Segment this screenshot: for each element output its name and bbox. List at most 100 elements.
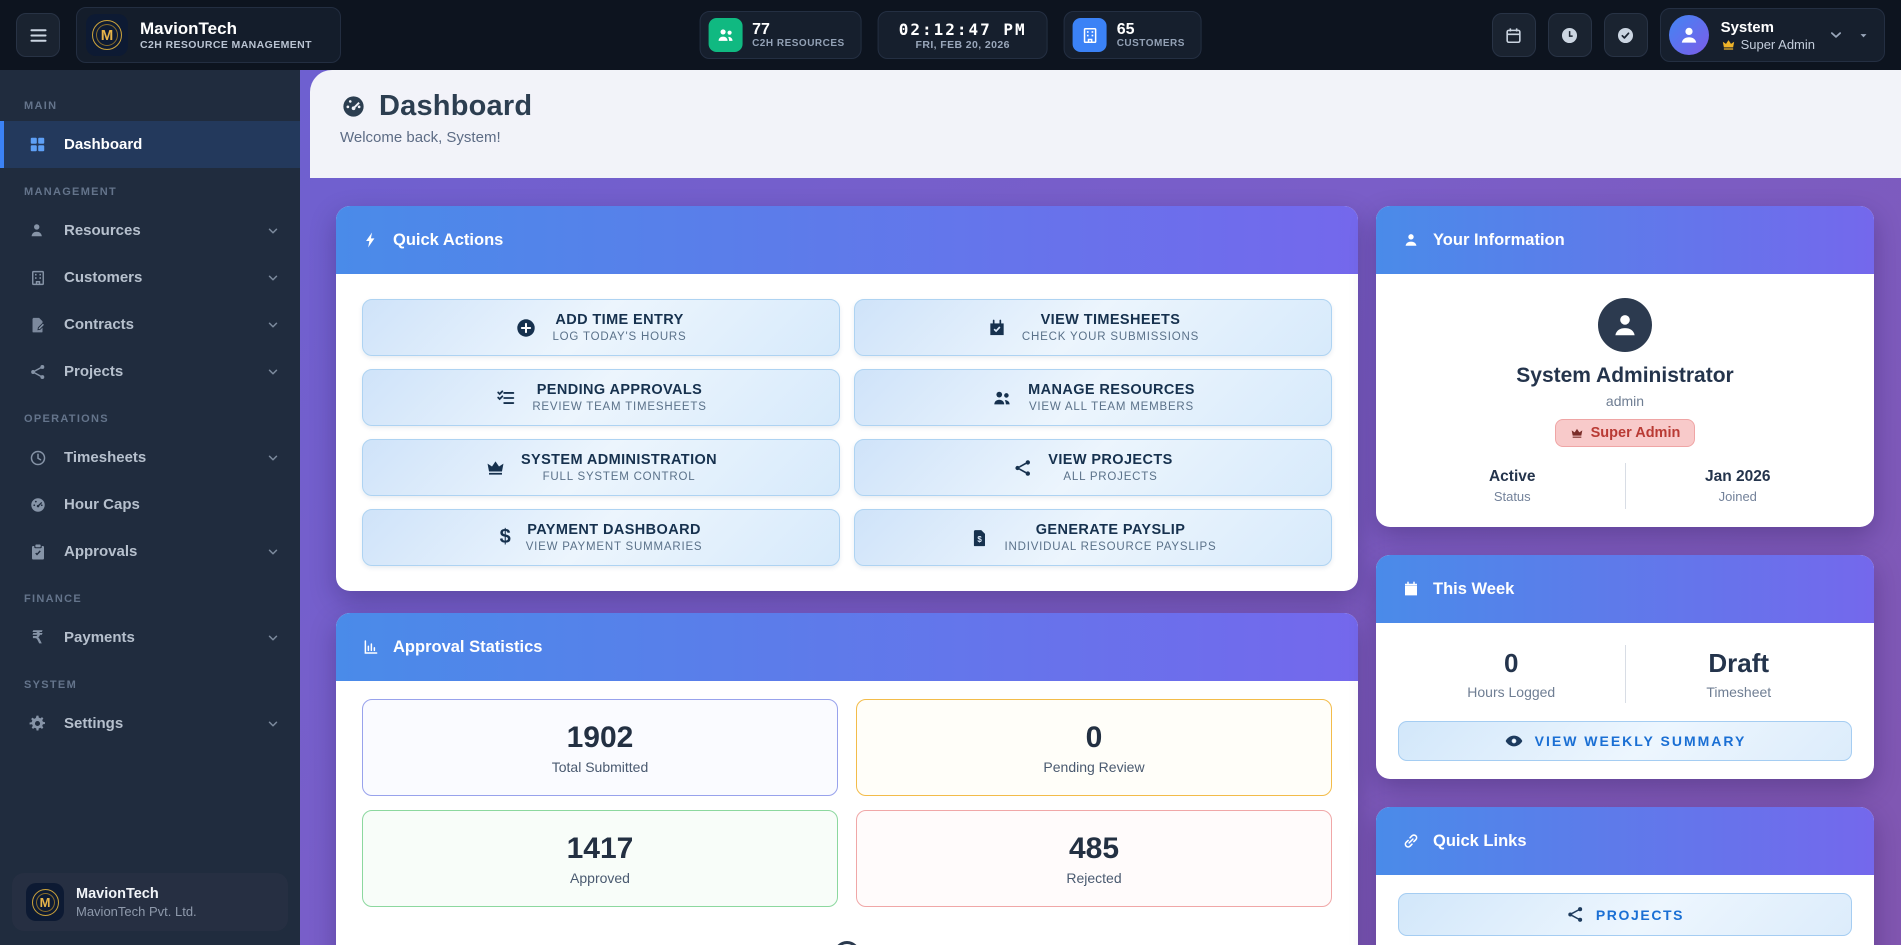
sidebar-item-payments[interactable]: ₹ Payments	[0, 614, 300, 661]
action-title: VIEW TIMESHEETS	[1040, 312, 1181, 328]
sidebar-item-hour-caps[interactable]: Hour Caps	[0, 481, 300, 528]
file-pen-icon	[28, 316, 47, 334]
quick-actions-header: Quick Actions	[336, 206, 1358, 274]
action-title: VIEW PROJECTS	[1048, 452, 1173, 468]
approval-statistics-card: Approval Statistics 1902 Total Submitted…	[336, 613, 1358, 945]
approval-statistics-header: Approval Statistics	[336, 613, 1358, 681]
gauge-icon	[340, 93, 367, 120]
action-title: ADD TIME ENTRY	[555, 312, 684, 328]
sidebar-item-label: Payments	[64, 629, 135, 646]
chevron-down-icon	[266, 717, 280, 731]
eye-icon	[1504, 731, 1524, 751]
action-subtitle: REVIEW TEAM TIMESHEETS	[532, 401, 707, 413]
stat-label: Timesheet	[1706, 684, 1772, 700]
role-badge-label: Super Admin	[1590, 425, 1681, 441]
calendar-button[interactable]	[1491, 13, 1536, 57]
quick-links-card: Quick Links PROJECTS	[1376, 807, 1874, 945]
view-weekly-summary-button[interactable]: VIEW WEEKLY SUMMARY	[1398, 721, 1852, 761]
menu-icon	[28, 25, 49, 46]
stat-value: 485	[1068, 831, 1120, 865]
sidebar-item-projects[interactable]: Projects	[0, 348, 300, 395]
users-icon	[708, 18, 743, 52]
sidebar-item-contracts[interactable]: Contracts	[0, 301, 300, 348]
sidebar-item-customers[interactable]: Customers	[0, 254, 300, 301]
button-label: PROJECTS	[1595, 906, 1685, 923]
card-title: Your Information	[1433, 230, 1565, 249]
quick-actions-card: Quick Actions ADD TIME ENTRY LOG TODAY'S …	[336, 206, 1358, 591]
brand-subtitle: C2H RESOURCE MANAGEMENT	[140, 38, 312, 51]
generate-payslip-button[interactable]: $ GENERATE PAYSLIP INDIVIDUAL RESOURCE PA…	[854, 509, 1332, 566]
sidebar-item-approvals[interactable]: Approvals	[0, 528, 300, 575]
sidebar-item-label: Settings	[64, 715, 124, 732]
share-nodes-icon	[28, 363, 47, 381]
chevron-down-icon	[266, 271, 280, 285]
divider	[1624, 463, 1626, 509]
quick-links-header: Quick Links	[1376, 807, 1874, 875]
manage-resources-button[interactable]: MANAGE RESOURCES VIEW ALL TEAM MEMBERS	[854, 369, 1332, 426]
building-icon	[1072, 18, 1107, 52]
sidebar-item-dashboard[interactable]: Dashboard	[0, 121, 300, 168]
link-icon	[1402, 832, 1420, 850]
resources-label: C2H RESOURCES	[752, 38, 845, 50]
timesheet-status-stat: Draft Timesheet	[1626, 648, 1853, 700]
check-circle-button[interactable]	[1603, 13, 1648, 57]
field-value: Jan 2026	[1705, 468, 1771, 485]
footer-emblem: M	[31, 888, 59, 916]
avatar	[1668, 15, 1709, 55]
chevron-down-icon	[1827, 26, 1845, 44]
stat-label: Rejected	[1066, 869, 1122, 886]
brand[interactable]: M MavionTech C2H RESOURCE MANAGEMENT	[76, 7, 341, 63]
sidebar-section-finance: FINANCE	[24, 593, 82, 605]
action-subtitle: LOG TODAY'S HOURS	[552, 331, 687, 343]
sidebar-item-settings[interactable]: Settings	[0, 700, 300, 747]
chevron-down-icon	[266, 365, 280, 379]
divider	[1624, 645, 1626, 703]
action-subtitle: CHECK YOUR SUBMISSIONS	[1021, 331, 1200, 343]
action-subtitle: INDIVIDUAL RESOURCE PAYSLIPS	[1004, 541, 1217, 553]
chevron-down-icon	[266, 224, 280, 238]
hours-logged-stat: 0 Hours Logged	[1398, 648, 1625, 700]
sidebar-item-label: Timesheets	[64, 449, 147, 466]
topbar-actions: System Super Admin	[1491, 8, 1885, 62]
customers-label: CUSTOMERS	[1116, 38, 1185, 50]
add-time-entry-button[interactable]: ADD TIME ENTRY LOG TODAY'S HOURS	[362, 299, 840, 356]
stat-approved: 1417 Approved	[362, 810, 838, 907]
user-menu[interactable]: System Super Admin	[1659, 8, 1885, 62]
menu-button[interactable]	[16, 13, 60, 57]
this-week-header: This Week	[1376, 555, 1874, 623]
list-check-icon	[495, 387, 517, 409]
top-bar: M MavionTech C2H RESOURCE MANAGEMENT 77 …	[0, 0, 1901, 70]
system-administration-button[interactable]: SYSTEM ADMINISTRATION FULL SYSTEM CONTROL	[362, 439, 840, 496]
resources-stat-chip: 77 C2H RESOURCES	[699, 11, 862, 59]
stat-label: Pending Review	[1043, 758, 1145, 775]
sidebar-section-main: MAIN	[24, 100, 58, 112]
footer-logo: M	[26, 883, 64, 921]
action-subtitle: VIEW ALL TEAM MEMBERS	[1028, 401, 1195, 413]
sidebar-item-label: Customers	[64, 269, 143, 286]
dollar-icon: $	[499, 526, 511, 548]
action-title: SYSTEM ADMINISTRATION	[520, 452, 718, 468]
building-icon	[28, 269, 47, 287]
pending-approvals-button[interactable]: PENDING APPROVALS REVIEW TEAM TIMESHEETS	[362, 369, 840, 426]
view-timesheets-button[interactable]: VIEW TIMESHEETS CHECK YOUR SUBMISSIONS	[854, 299, 1332, 356]
payment-dashboard-button[interactable]: $ PAYMENT DASHBOARD VIEW PAYMENT SUMMARIE…	[362, 509, 840, 566]
sidebar: MAIN Dashboard MANAGEMENT Resources Cust…	[0, 70, 300, 945]
clock-button[interactable]	[1547, 13, 1592, 57]
stat-value: 0	[1085, 720, 1103, 754]
sidebar-item-timesheets[interactable]: Timesheets	[0, 434, 300, 481]
caret-down-icon	[1857, 29, 1870, 42]
sidebar-item-resources[interactable]: Resources	[0, 207, 300, 254]
view-projects-button[interactable]: VIEW PROJECTS ALL PROJECTS	[854, 439, 1332, 496]
clock-icon	[1560, 26, 1579, 45]
card-title: Quick Actions	[393, 230, 504, 249]
action-title: MANAGE RESOURCES	[1028, 382, 1195, 398]
button-label: VIEW WEEKLY SUMMARY	[1534, 733, 1747, 749]
projects-link-button[interactable]: PROJECTS	[1398, 893, 1852, 936]
sidebar-section-operations: OPERATIONS	[24, 413, 109, 425]
sidebar-section-system: SYSTEM	[24, 679, 78, 691]
status-field: Active Status	[1400, 468, 1625, 504]
brand-name: MavionTech	[140, 19, 237, 39]
your-information-card: Your Information System Administrator ad…	[1376, 206, 1874, 527]
customers-stat-chip: 65 CUSTOMERS	[1063, 11, 1202, 59]
current-time: 02:12:47 PM	[898, 19, 1027, 39]
